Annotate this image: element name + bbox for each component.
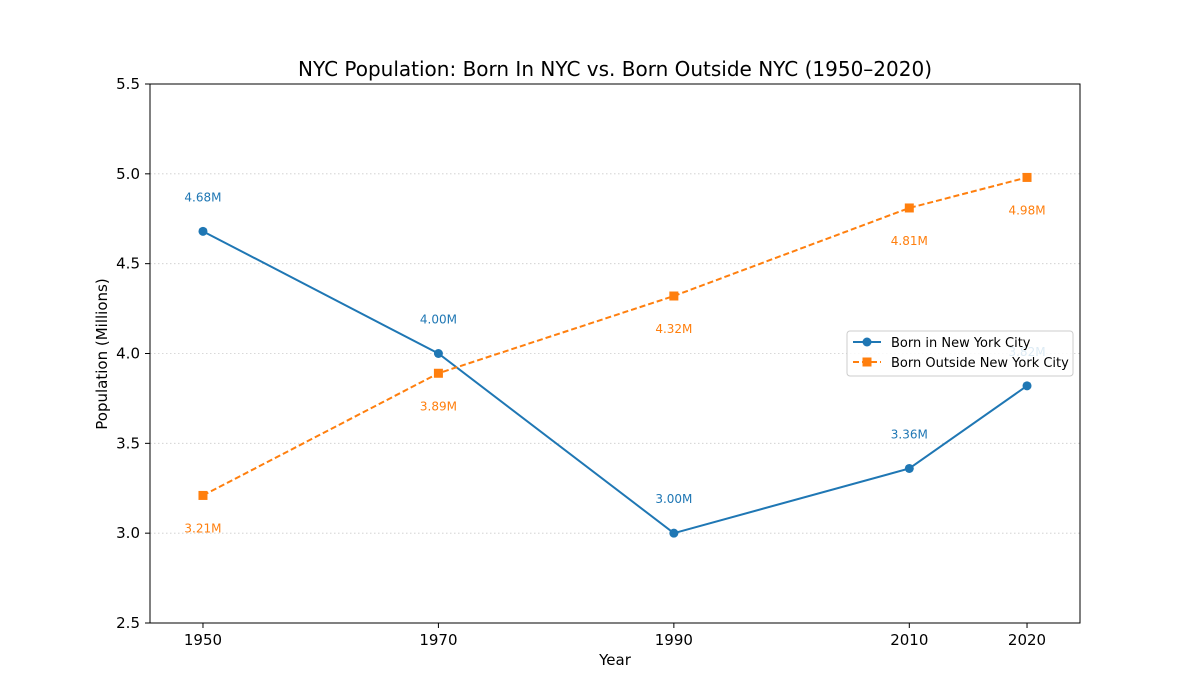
x-tick-label: 2020 [1008,631,1046,649]
data-point [669,291,679,301]
data-label: 4.98M [1008,203,1045,217]
y-tick-label: 4.5 [116,255,140,273]
x-tick-label: 1970 [419,631,457,649]
legend-item: Born in New York City [853,336,1031,351]
data-point [433,368,443,378]
data-label: 3.00M [655,492,692,506]
series-2 [198,172,1032,500]
data-point [1022,381,1032,391]
legend-swatch-marker [862,357,872,367]
data-label: 4.81M [891,234,928,248]
data-point [198,490,208,500]
chart-title: NYC Population: Born In NYC vs. Born Out… [298,57,932,81]
axis-ticks: 2.5 3.0 3.5 4.0 4.5 5.0 5.5 1950 1970 1990 2010 202… [116,75,1046,649]
series-line [202,230,1028,535]
x-tick-label: 1990 [655,631,693,649]
data-point [904,463,914,473]
x-tick-label: 1950 [184,631,222,649]
y-tick-label: 4.0 [116,345,140,363]
y-tick-label: 2.5 [116,614,140,632]
data-label: 3.21M [184,521,221,535]
legend-label: Born Outside New York City [891,356,1069,371]
y-tick-label: 3.5 [116,434,140,452]
data-label: 4.00M [420,313,457,327]
x-axis-label: Year [598,651,632,669]
data-label: 3.89M [420,399,457,413]
data-point [433,349,443,358]
y-tick-label: 5.0 [116,165,140,183]
data-point [198,226,208,236]
legend-box [846,330,1074,377]
gridlines [150,173,1080,534]
legend-label: Born in New York City [891,336,1031,351]
series-1 [198,226,1032,538]
legend-swatch-marker [862,337,872,347]
data-point [669,528,679,538]
data-label: 4.32M [655,322,692,336]
y-tick-label: 5.5 [116,75,140,93]
data-label: 4.68M [184,190,221,204]
y-axis-label: Population (Millions) [93,278,111,429]
data-point [1022,172,1032,182]
data-label: 3.36M [891,427,928,441]
x-tick-label: 2010 [890,631,928,649]
legend: Born in New York City Born Outside New Yo… [846,330,1074,377]
series-group [198,172,1032,538]
legend-item: Born Outside New York City [853,356,1069,371]
y-tick-label: 3.0 [116,524,140,542]
data-point [904,203,914,213]
